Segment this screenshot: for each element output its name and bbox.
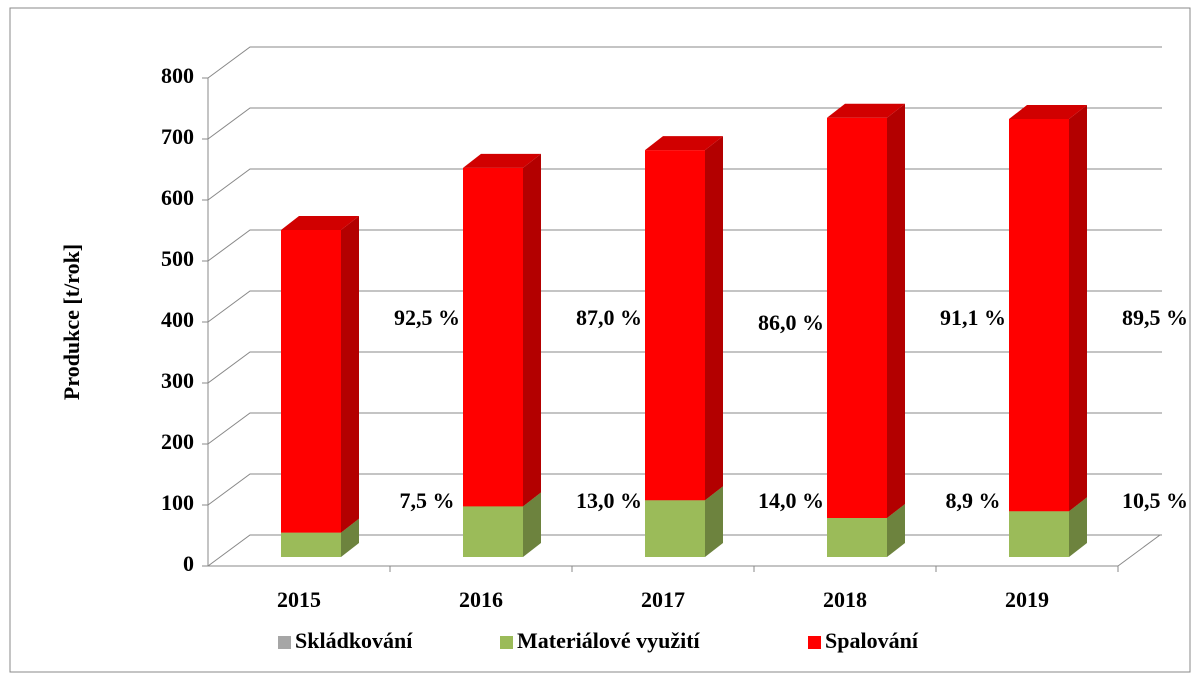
- y-tick-label: 500: [161, 246, 194, 271]
- bar-side: [1069, 105, 1087, 512]
- grid-line: [207, 46, 1162, 79]
- bar-side: [705, 136, 723, 501]
- bar-front: [645, 500, 705, 557]
- y-tick-label: 700: [161, 124, 194, 149]
- share-label: 87,0 %: [576, 305, 642, 330]
- y-tick-label: 300: [161, 368, 194, 393]
- legend-swatch: [500, 636, 513, 649]
- bar-front: [281, 230, 341, 533]
- bar-segment: [645, 136, 723, 501]
- bar-front: [645, 150, 705, 501]
- y-tick-label: 100: [161, 490, 194, 515]
- share-label: 89,5 %: [1122, 305, 1188, 330]
- bar-front: [1009, 511, 1069, 557]
- bar-segment: [827, 103, 905, 518]
- bar-side: [887, 503, 905, 557]
- share-label: 13,0 %: [576, 488, 642, 513]
- bar-top: [827, 103, 905, 118]
- bar-front: [463, 167, 523, 507]
- legend-label: Materiálové využití: [517, 628, 701, 653]
- legend-swatch: [278, 636, 291, 649]
- bar-front: [1009, 119, 1069, 512]
- x-tick-label: 2015: [277, 587, 321, 612]
- bar-top: [645, 136, 723, 151]
- bar-front: [827, 517, 887, 557]
- bar-top: [463, 153, 541, 168]
- y-axis-title: Produkce [t/rok]: [59, 244, 84, 400]
- y-tick-label: 0: [183, 551, 194, 576]
- share-label: 92,5 %: [394, 305, 460, 330]
- bar-side: [1069, 497, 1087, 557]
- legend-label: Skládkování: [295, 628, 413, 653]
- bar-top: [281, 216, 359, 231]
- share-label: 91,1 %: [940, 305, 1006, 330]
- bar-side: [705, 486, 723, 557]
- share-label: 10,5 %: [1122, 488, 1188, 513]
- legend-swatch: [808, 636, 821, 649]
- share-label: 8,9 %: [946, 488, 1001, 513]
- y-tick-label: 600: [161, 185, 194, 210]
- bar-segment: [1009, 105, 1087, 512]
- bar-side: [341, 216, 359, 533]
- chart-border: [9, 7, 1191, 673]
- bar-front: [281, 532, 341, 557]
- bar-front: [463, 506, 523, 557]
- legend-label: Spalování: [825, 628, 919, 653]
- bar-front: [827, 117, 887, 518]
- bar-side: [523, 153, 541, 507]
- y-tick-label: 400: [161, 307, 194, 332]
- share-label: 7,5 %: [400, 488, 455, 513]
- bar-side: [341, 518, 359, 557]
- x-tick-label: 2018: [823, 587, 867, 612]
- bar-side: [887, 103, 905, 518]
- share-label: 14,0 %: [758, 488, 824, 513]
- y-tick-label: 200: [161, 429, 194, 454]
- share-label: 86,0 %: [758, 310, 824, 335]
- bar-segment: [463, 153, 541, 507]
- x-tick-label: 2016: [459, 587, 503, 612]
- bar-segment: [281, 216, 359, 533]
- y-tick-label: 800: [161, 63, 194, 88]
- bar-side: [523, 492, 541, 557]
- x-tick-label: 2019: [1005, 587, 1049, 612]
- bar-top: [1009, 105, 1087, 120]
- floor-side: [1117, 534, 1161, 567]
- x-tick-label: 2017: [641, 587, 685, 612]
